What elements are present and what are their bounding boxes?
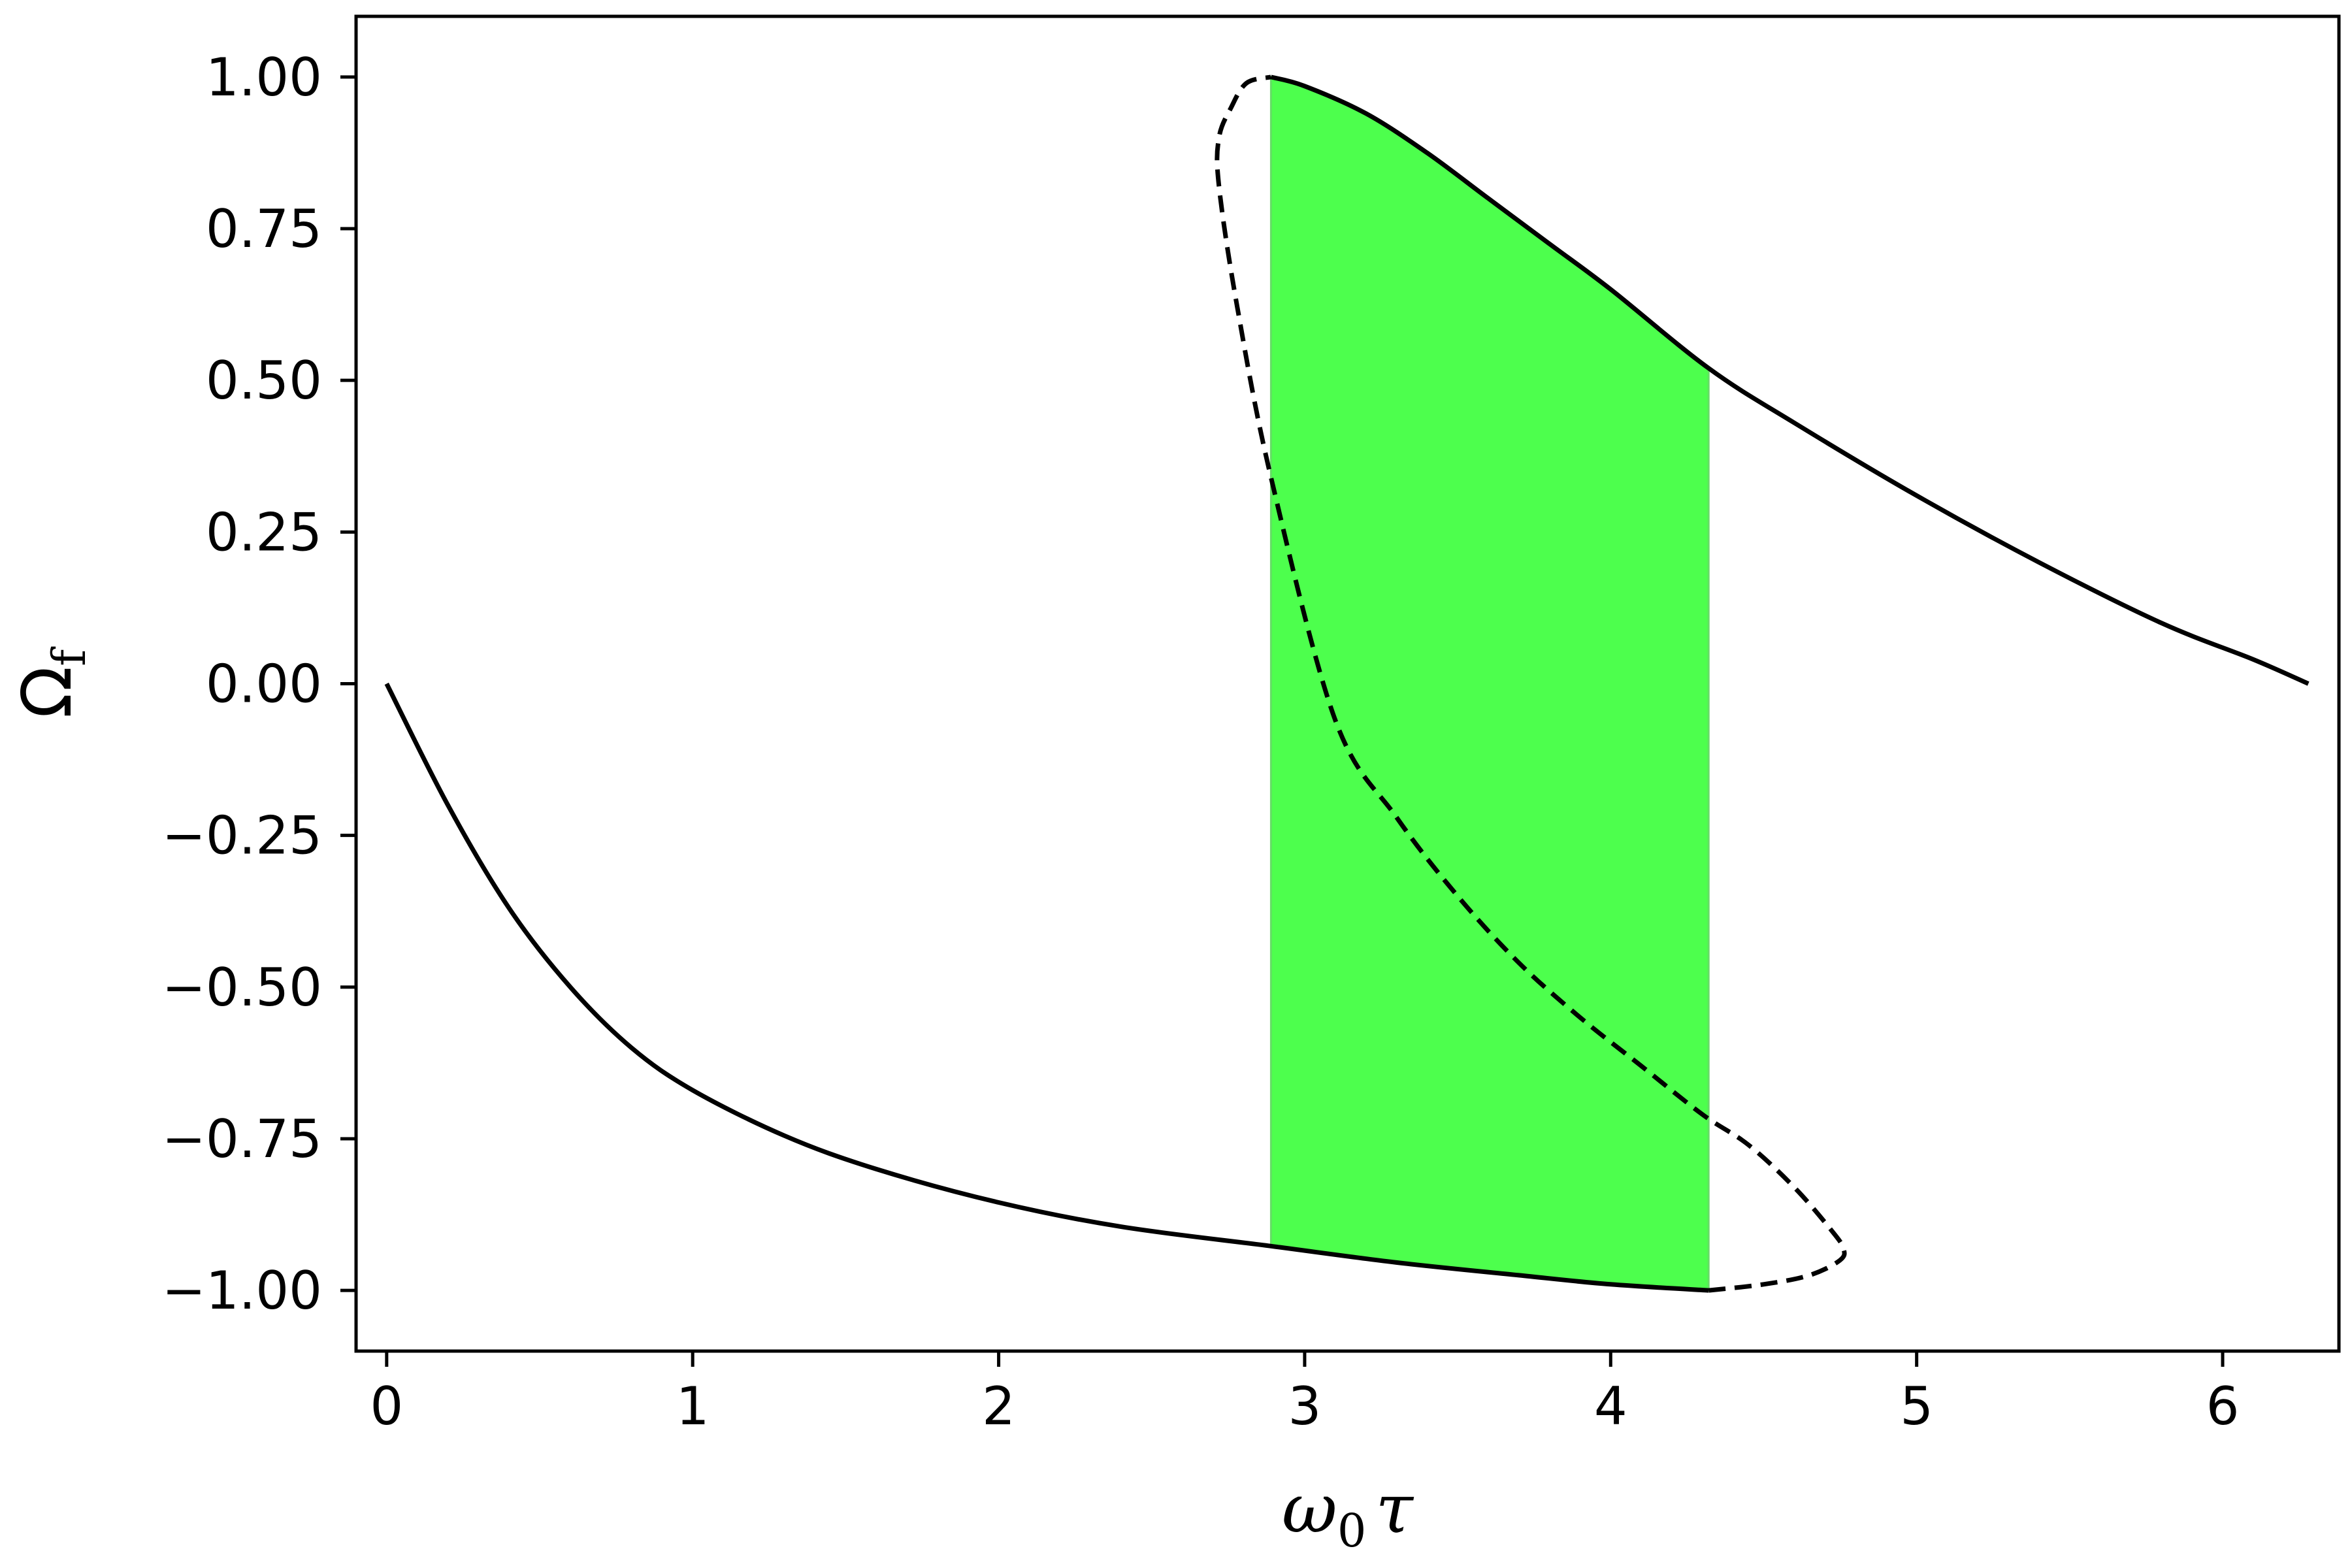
y-tick-label: 1.00 <box>206 47 322 108</box>
series-line-2-dashed <box>1215 74 1847 1293</box>
x-tick-label: 3 <box>1288 1376 1321 1437</box>
y-axis: 1.00 0.75 0.50 0.25 0.00 −0.25 −0.50 −0.75 −1.00 <box>162 47 356 1321</box>
series-line-1-solid <box>384 682 1709 1293</box>
series-line-3-solid <box>1270 74 2310 686</box>
y-tick-label: −1.00 <box>162 1260 322 1321</box>
y-axis-label-sub: f <box>42 646 96 666</box>
x-axis: 0 1 2 3 4 5 6 <box>370 1351 2239 1437</box>
x-tick-label: 2 <box>982 1376 1015 1437</box>
y-axis-label: Ωf <box>7 646 96 718</box>
y-tick-label: 0.25 <box>206 502 322 563</box>
shade-layer <box>1269 75 1710 1292</box>
x-axis-label: ω0 τ <box>1282 1469 1414 1558</box>
y-tick-label: −0.25 <box>162 806 322 866</box>
y-tick-label: −0.75 <box>162 1109 322 1169</box>
x-axis-label-main: ω <box>1282 1469 1337 1548</box>
y-tick-label: −0.50 <box>162 957 322 1018</box>
x-axis-label-tail: τ <box>1375 1469 1414 1548</box>
y-tick-label: 0.75 <box>206 199 322 259</box>
series-layer <box>384 74 2310 1293</box>
x-tick-label: 4 <box>1594 1376 1627 1437</box>
y-axis-label-main: Ω <box>7 666 87 718</box>
x-axis-label-sub: 0 <box>1337 1504 1367 1558</box>
x-tick-label: 0 <box>370 1376 403 1437</box>
x-tick-label: 6 <box>2206 1376 2240 1437</box>
x-tick-label: 5 <box>1900 1376 1933 1437</box>
y-tick-label: 0.00 <box>206 654 322 715</box>
x-tick-label: 1 <box>676 1376 710 1437</box>
y-tick-label: 0.50 <box>206 350 322 411</box>
shaded-region <box>1269 75 1710 1292</box>
